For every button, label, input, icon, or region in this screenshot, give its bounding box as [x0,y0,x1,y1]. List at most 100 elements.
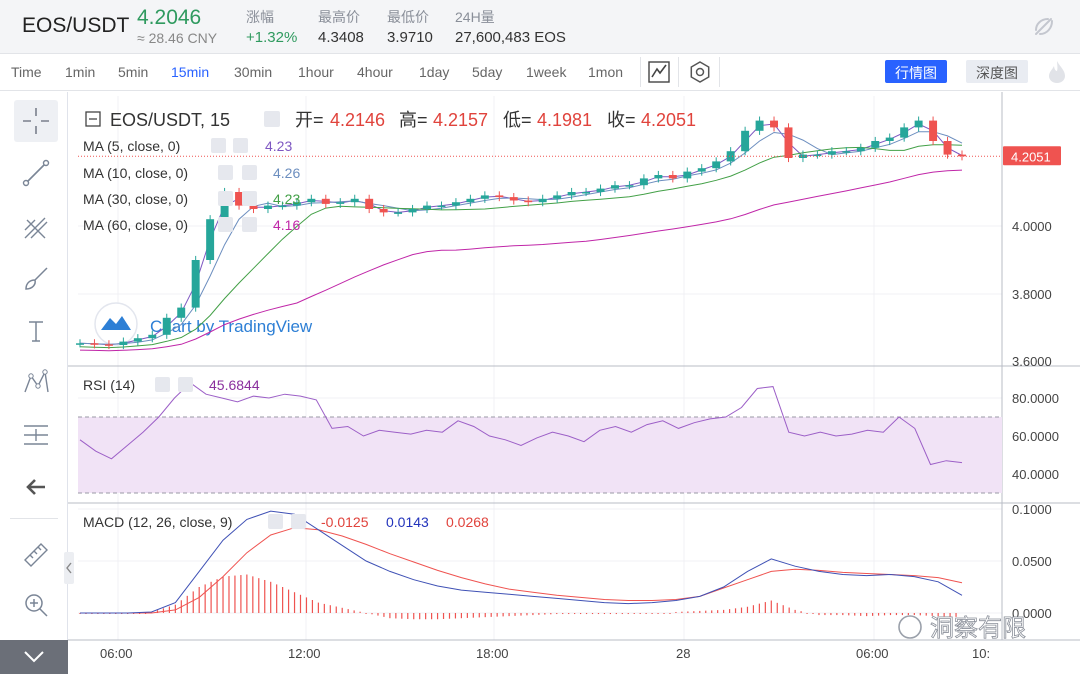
tf-time[interactable]: Time [11,64,42,80]
candle-body [104,344,113,346]
main-legend: EOS/USDT, 15 开= 4.2146 高= 4.2157 低= 4.19… [85,110,696,130]
ma-line-60 [79,169,963,352]
x-tick-label: 06:00 [856,646,889,661]
tf-1week[interactable]: 1week [526,64,567,80]
macd-settings-icon[interactable] [268,514,283,529]
tradingview-watermark: Chart by TradingView [94,302,313,346]
ma30-label: MA (30, close, 0) [83,191,188,207]
rsi-label: RSI (14) [83,377,135,393]
candle-body [133,338,142,342]
theme-toggle-icon[interactable] [1031,14,1057,40]
trend-line-tool[interactable] [14,152,58,194]
candle-body [697,168,706,172]
brush-tool[interactable] [14,258,58,300]
tf-15min[interactable]: 15min [171,64,210,80]
candle-body [683,171,692,179]
candle-body [639,178,648,186]
ma5-close-icon[interactable] [233,138,248,153]
collapse-legend-button[interactable] [85,111,101,127]
candle-body [177,307,186,318]
fib-tool[interactable] [14,206,58,248]
ma30-close-icon[interactable] [242,191,257,206]
candle-body [943,141,952,155]
candle-body [249,205,258,209]
legend-low-value: 4.1981 [537,110,592,130]
settings-icon[interactable] [688,60,712,84]
crosshair-tool[interactable] [14,100,58,142]
tf-1mon[interactable]: 1mon [588,64,624,80]
candle-body [206,219,215,260]
y-tick-label: 40.0000 [1012,467,1059,482]
pane-separators [68,92,1080,641]
candle-body [466,198,475,203]
candle-body [394,212,403,214]
ma-line-30 [79,144,963,349]
ma10-settings-icon[interactable] [218,165,233,180]
market-chart-button[interactable]: 行情图 [885,60,947,83]
tf-30min[interactable]: 30min [234,64,273,80]
back-tool[interactable] [14,466,58,508]
volume-value: 27,600,483 EOS [455,29,566,46]
tf-1hour[interactable]: 1hour [298,64,334,80]
tf-4hour[interactable]: 4hour [357,64,393,80]
candle-body [524,200,533,203]
tf-5day[interactable]: 5day [472,64,503,80]
ma10-close-icon[interactable] [242,165,257,180]
tf-5min[interactable]: 5min [118,64,149,80]
candle-body [480,195,489,199]
text-tool[interactable] [14,310,58,352]
candle-body [755,120,764,131]
collapse-toolbar-button[interactable] [0,640,68,674]
low-value: 3.9710 [387,29,433,46]
candle-body [263,205,272,209]
candle-body [842,151,851,153]
ma-legend: MA (5, close, 0) 4.23 MA (10, close, 0) … [83,138,300,233]
candle-body [278,205,287,208]
candle-body [292,202,301,206]
candle-body [813,154,822,157]
watermark-text: Chart by TradingView [150,317,313,336]
macd-close-icon[interactable] [291,514,306,529]
toolbar-expand-handle[interactable] [64,552,74,584]
prediction-tool[interactable] [14,414,58,456]
candle-body [437,205,446,208]
candle-body [567,192,576,196]
depth-chart-button[interactable]: 深度图 [966,60,1028,83]
toolbar-divider [719,57,720,87]
ma60-close-icon[interactable] [242,217,257,232]
legend-low-label: 低= [503,110,532,130]
y-tick-label: 80.0000 [1012,391,1059,406]
ticker-header: EOS/USDT 4.2046 ≈ 28.46 CNY 涨幅 +1.32% 最高… [0,0,1080,54]
measure-tool[interactable] [14,534,58,576]
tf-1day[interactable]: 1day [419,64,450,80]
candles [76,116,966,350]
flame-icon[interactable] [1046,59,1068,85]
rsi-close-icon[interactable] [178,377,193,392]
ma5-settings-icon[interactable] [211,138,226,153]
candle-body [191,260,200,308]
price-chart[interactable]: Chart by TradingView 4.0000 3.8000 3.6000 8… [68,92,1080,674]
chart-style-icon[interactable] [647,60,671,84]
trend-line-icon [22,159,50,187]
pattern-tool[interactable] [14,362,58,404]
legend-high-label: 高= [399,110,428,130]
macd-line [80,510,963,614]
ma60-settings-icon[interactable] [218,217,233,232]
wechat-watermark: 洞察有限 [898,615,1026,642]
x-tick-label: 18:00 [476,646,509,661]
y-tick-label: 3.6000 [1012,354,1052,369]
candle-body [509,197,518,201]
candle-body [235,192,244,206]
zoom-tool[interactable] [14,584,58,626]
x-tick-label: 12:00 [288,646,321,661]
y-tick-label: 0.0500 [1012,554,1052,569]
legend-title: EOS/USDT, 15 [110,110,230,130]
tf-1min[interactable]: 1min [65,64,96,80]
tradingview-cloud-shape [101,316,131,330]
candle-body [553,195,562,199]
rsi-settings-icon[interactable] [155,377,170,392]
ma30-settings-icon[interactable] [218,191,233,206]
candle-body [900,127,909,138]
candle-body [379,209,388,213]
legend-settings-icon[interactable] [264,111,280,127]
